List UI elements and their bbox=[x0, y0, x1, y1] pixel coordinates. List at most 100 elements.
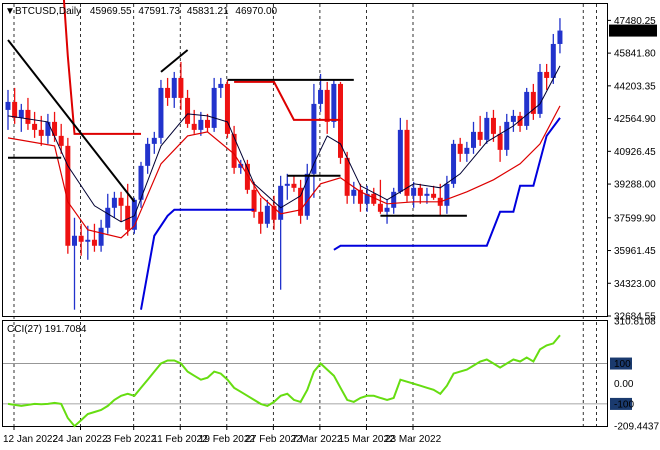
cci-pane-frame bbox=[2, 320, 608, 427]
candle bbox=[258, 197, 264, 234]
candle-body bbox=[557, 30, 563, 44]
cci-tick-label: -100 bbox=[614, 399, 634, 410]
time-tick-label: 19 Feb 2022 bbox=[199, 434, 256, 445]
symbol-label: BTCUSD,Daily bbox=[15, 6, 81, 17]
cci-axis: 310.8108 100 0.00 -100 -209.4437 bbox=[610, 317, 659, 433]
current-price-label: 46970.00 bbox=[612, 27, 654, 38]
candle bbox=[351, 181, 357, 204]
candle-body bbox=[391, 191, 397, 208]
candle-body bbox=[411, 187, 417, 196]
candle-body bbox=[78, 235, 84, 242]
candle bbox=[431, 185, 437, 200]
cci-level-lines bbox=[3, 363, 607, 405]
candle-body bbox=[205, 119, 210, 128]
price-tick-label: 45841.80 bbox=[614, 49, 656, 60]
candle bbox=[25, 97, 31, 130]
candle bbox=[198, 111, 204, 136]
candle-body bbox=[484, 117, 490, 140]
candle bbox=[291, 175, 297, 192]
candle bbox=[72, 217, 77, 310]
candle-body bbox=[98, 227, 104, 246]
slow-moving-average-line bbox=[7, 105, 561, 239]
red-step-line bbox=[234, 80, 341, 121]
price-tick-label: 40926.45 bbox=[614, 147, 656, 158]
candle-body bbox=[91, 239, 97, 246]
candle bbox=[477, 115, 483, 146]
candle bbox=[231, 125, 237, 174]
price-tick-label: 39288.00 bbox=[614, 180, 656, 191]
candle bbox=[151, 131, 157, 154]
candle-body bbox=[105, 207, 111, 228]
price-axis: 47480.25 45841.80 44203.35 42564.90 40926.45… bbox=[607, 16, 656, 323]
candle-body bbox=[397, 129, 403, 192]
time-tick-label: 11 Feb 2022 bbox=[152, 434, 208, 445]
price-tick-label: 44203.35 bbox=[614, 81, 656, 92]
candle-body bbox=[284, 183, 290, 186]
candle bbox=[138, 161, 144, 208]
candle-body bbox=[218, 83, 224, 88]
candle-body bbox=[417, 187, 423, 196]
candle bbox=[451, 139, 457, 188]
candle bbox=[45, 113, 51, 144]
trend-line bbox=[160, 49, 189, 73]
candle bbox=[264, 199, 270, 228]
candle-body bbox=[72, 235, 77, 246]
candle bbox=[550, 33, 556, 84]
candle bbox=[185, 89, 191, 128]
candle-body bbox=[457, 143, 463, 154]
candle bbox=[145, 137, 151, 174]
open-value: 45969.55 bbox=[90, 6, 132, 17]
candle bbox=[484, 111, 490, 144]
candle bbox=[391, 187, 397, 214]
candle-body bbox=[304, 173, 310, 216]
candle bbox=[224, 79, 230, 138]
candle bbox=[424, 187, 430, 204]
candle bbox=[271, 195, 277, 230]
price-tick-label: 35961.45 bbox=[614, 246, 656, 257]
candle-body bbox=[165, 87, 171, 98]
price-tick-label: 32684.55 bbox=[614, 312, 656, 323]
candle bbox=[244, 159, 250, 194]
candle-body bbox=[118, 197, 124, 206]
candle bbox=[311, 83, 317, 198]
cci-tick-label: 100 bbox=[614, 359, 631, 370]
candle-body bbox=[125, 205, 131, 230]
candle-body bbox=[251, 189, 257, 212]
candle bbox=[404, 119, 410, 202]
candle-body bbox=[65, 145, 71, 246]
candle-body bbox=[451, 143, 457, 184]
candle bbox=[12, 87, 18, 124]
candle bbox=[371, 187, 377, 206]
candle-body bbox=[537, 71, 543, 114]
candle-body bbox=[158, 87, 164, 138]
candle-body bbox=[224, 83, 230, 134]
high-value: 47591.73 bbox=[138, 6, 180, 17]
price-tick-label: 34323.00 bbox=[614, 279, 656, 290]
cci-tick-label: -209.4437 bbox=[614, 422, 659, 433]
low-value: 45831.21 bbox=[187, 6, 229, 17]
time-tick-label: 15 Mar 2022 bbox=[338, 434, 395, 445]
candle-body bbox=[171, 77, 177, 98]
candle-body bbox=[371, 193, 377, 204]
candle bbox=[5, 89, 11, 130]
candle bbox=[284, 173, 290, 200]
candle-body bbox=[384, 207, 390, 212]
close-value: 46970.00 bbox=[235, 6, 277, 17]
candle-body bbox=[497, 133, 503, 150]
time-tick-label: 3 Feb 2022 bbox=[106, 434, 157, 445]
header-triangle-icon: ▼ bbox=[5, 6, 15, 17]
candle bbox=[158, 79, 164, 144]
candle-body bbox=[324, 89, 330, 122]
cci-level-badge bbox=[610, 357, 632, 370]
candle bbox=[357, 183, 363, 212]
trend-line bbox=[7, 39, 136, 203]
candle bbox=[238, 159, 244, 174]
candle-body bbox=[377, 203, 383, 212]
cci-series bbox=[7, 334, 561, 428]
candle-body bbox=[530, 91, 536, 114]
candle-body bbox=[351, 189, 357, 196]
candle bbox=[504, 113, 510, 156]
candle-body bbox=[291, 183, 297, 188]
